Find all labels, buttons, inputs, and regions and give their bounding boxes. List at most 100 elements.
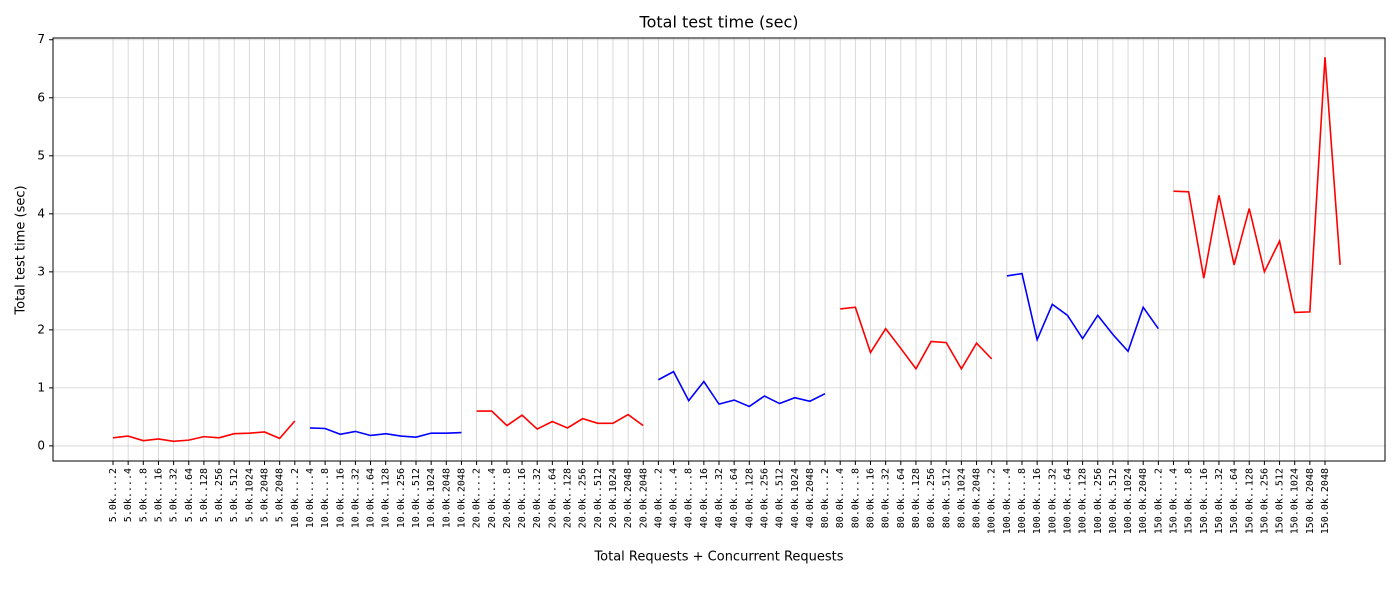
x-tick-label: 5.0k.1024 (244, 468, 255, 522)
x-tick-label: 10.0k.2048 (441, 468, 452, 528)
x-tick-label: 100.0k.1024 (1123, 468, 1134, 534)
y-tick-label: 4 (37, 206, 45, 220)
x-tick-label: 20.0k....8 (502, 468, 513, 528)
x-tick-label: 80.0k..512 (941, 468, 952, 528)
x-tick-label: 150.0k.1024 (1290, 468, 1301, 534)
x-tick-label: 150.0k...16 (1199, 468, 1210, 534)
x-tick-label: 150.0k..256 (1259, 468, 1270, 534)
x-tick-label: 100.0k..512 (1108, 468, 1119, 534)
x-tick-label: 80.0k..128 (911, 468, 922, 528)
x-tick-label: 100.0k...16 (1032, 468, 1043, 534)
x-tick-label: 80.0k....8 (850, 468, 861, 528)
x-tick-label: 100.0k..256 (1093, 468, 1104, 534)
x-tick-label: 5.0k....2 (108, 468, 119, 522)
x-tick-label: 5.0k...64 (184, 468, 195, 522)
x-tick-label: 100.0k....8 (1017, 468, 1028, 534)
x-tick-label: 10.0k...16 (335, 468, 346, 528)
x-tick-label: 5.0k...16 (153, 468, 164, 522)
plot-frame (52, 37, 1386, 462)
x-tick-label: 20.0k.2048 (623, 468, 634, 528)
x-tick-label: 20.0k....4 (487, 468, 498, 528)
x-tick-label: 20.0k.2048 (638, 468, 649, 528)
y-axis-label: Total test time (sec) (14, 185, 29, 315)
x-tick-label: 40.0k..256 (759, 468, 770, 528)
line (658, 370, 826, 408)
x-tick-label: 40.0k.2048 (805, 468, 816, 528)
x-tick-label: 80.0k...64 (896, 468, 907, 528)
x-tick-label: 40.0k...16 (699, 468, 710, 528)
x-tick-label: 10.0k....4 (305, 468, 316, 528)
x-tick-label: 150.0k..128 (1244, 468, 1255, 534)
x-tick-label: 80.0k..256 (926, 468, 937, 528)
x-tick-label: 10.0k...64 (366, 468, 377, 528)
x-tick-label: 150.0k....8 (1184, 468, 1195, 534)
y-tick-label: 6 (37, 90, 45, 104)
x-tick-label: 80.0k.2048 (972, 468, 983, 528)
line (840, 306, 993, 371)
x-tick-label: 5.0k..512 (229, 468, 240, 522)
x-tick-label: 40.0k.1024 (790, 468, 801, 528)
x-tick-label: 5.0k.2048 (260, 468, 271, 522)
line (476, 410, 644, 431)
line (1173, 57, 1341, 314)
x-tick-label: 10.0k....2 (290, 468, 301, 528)
x-tick-label: 150.0k...32 (1214, 468, 1225, 534)
x-tick-label: 5.0k....4 (123, 468, 134, 522)
x-tick-label: 20.0k...64 (547, 468, 558, 528)
x-tick-label: 100.0k...32 (1047, 468, 1058, 534)
x-tick-label: 80.0k....4 (835, 468, 846, 528)
x-tick-label: 5.0k....8 (138, 468, 149, 522)
x-tick-label: 10.0k.1024 (426, 468, 437, 528)
x-tick-label: 40.0k...64 (729, 468, 740, 528)
x-tick-label: 80.0k...16 (866, 468, 877, 528)
x-tick-label: 10.0k....8 (320, 468, 331, 528)
y-tick-label: 1 (37, 380, 45, 394)
x-tick-label: 40.0k....4 (669, 468, 680, 528)
x-tick-label: 20.0k.1024 (608, 468, 619, 528)
line (112, 420, 296, 443)
x-tick-label: 5.0k..128 (199, 468, 210, 522)
x-tick-label: 80.0k.1024 (956, 468, 967, 528)
x-tick-label: 150.0k....2 (1153, 468, 1164, 534)
x-tick-label: 80.0k....2 (820, 468, 831, 528)
x-tick-label: 20.0k...16 (517, 468, 528, 528)
x-tick-label: 10.0k.2048 (456, 468, 467, 528)
x-tick-label: 10.0k...32 (350, 468, 361, 528)
x-tick-label: 5.0k.2048 (275, 468, 286, 522)
x-tick-label: 150.0k...64 (1229, 468, 1240, 534)
y-tick-label: 5 (37, 148, 45, 162)
x-tick-label: 20.0k..256 (578, 468, 589, 528)
x-tick-label: 10.0k..256 (396, 468, 407, 528)
line (309, 427, 462, 439)
x-tick-label: 20.0k...32 (532, 468, 543, 528)
x-tick-label: 80.0k...32 (881, 468, 892, 528)
x-tick-label: 40.0k....8 (684, 468, 695, 528)
x-tick-label: 40.0k...32 (714, 468, 725, 528)
x-tick-label: 10.0k..512 (411, 468, 422, 528)
x-tick-label: 5.0k..256 (214, 468, 225, 522)
x-tick-label: 100.0k....4 (1002, 468, 1013, 534)
x-axis-label: Total Requests + Concurrent Requests (593, 550, 843, 565)
x-tick-label: 100.0k.2048 (1138, 468, 1149, 534)
x-tick-label: 100.0k....2 (987, 468, 998, 534)
x-tick-label: 20.0k..512 (593, 468, 604, 528)
y-tick-label: 2 (37, 322, 45, 336)
y-tick-label: 3 (37, 264, 45, 278)
y-tick-label: 7 (37, 32, 45, 46)
x-tick-label: 20.0k..128 (563, 468, 574, 528)
x-tick-label: 150.0k..512 (1275, 468, 1286, 534)
x-tick-label: 100.0k..128 (1078, 468, 1089, 534)
x-tick-label: 150.0k.2048 (1305, 468, 1316, 534)
x-tick-label: 40.0k..512 (775, 468, 786, 528)
x-tick-label: 5.0k...32 (169, 468, 180, 522)
x-tick-label: 10.0k..128 (381, 468, 392, 528)
x-tick-label: 20.0k....2 (472, 468, 483, 528)
x-tick-label: 100.0k...64 (1062, 468, 1073, 534)
y-tick-label: 0 (37, 438, 45, 452)
line (1006, 272, 1160, 353)
chart-title: Total test time (sec) (639, 13, 799, 32)
x-tick-label: 40.0k....2 (653, 468, 664, 528)
x-tick-label: 40.0k..128 (744, 468, 755, 528)
